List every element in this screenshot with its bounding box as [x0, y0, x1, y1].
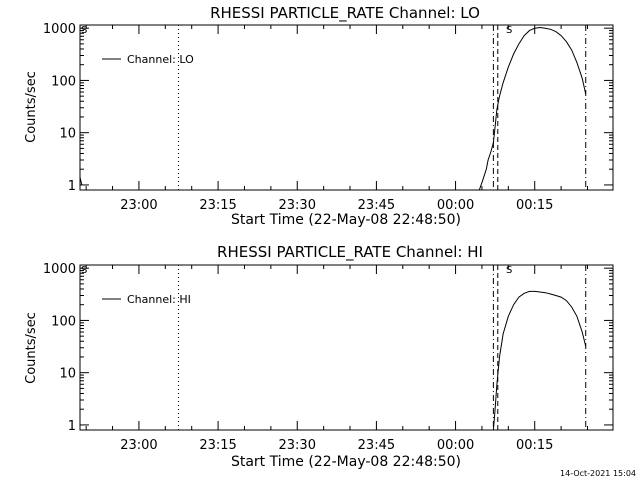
lo-x-tick-label: 23:45 — [358, 198, 395, 213]
hi-legend-label: Channel: HI — [127, 293, 191, 306]
hi-series-line — [492, 290, 587, 431]
hi-x-tick-label: 23:45 — [358, 438, 395, 453]
hi-y-tick-label: 1000 — [43, 262, 76, 277]
hi-panel: RHESSI PARTICLE_RATE Channel: HI Counts/… — [24, 243, 614, 470]
hi-y-tick-label: 100 — [51, 314, 76, 329]
hi-x-label: Start Time (22-May-08 22:48:50) — [231, 454, 461, 470]
hi-x-tick-label: 23:15 — [199, 438, 236, 453]
lo-x-label: Start Time (22-May-08 22:48:50) — [231, 212, 461, 228]
lo-x-tick-label: 23:00 — [120, 198, 157, 213]
hi-x-tick-label: 23:00 — [120, 438, 157, 453]
hi-title: RHESSI PARTICLE_RATE Channel: HI — [217, 243, 483, 262]
lo-y-tick-label: 1 — [68, 179, 76, 194]
lo-series-line — [478, 26, 587, 191]
lo-x-tick-label: 00:00 — [437, 198, 474, 213]
hi-y-label: Counts/sec — [24, 312, 39, 384]
hi-y-tick-label: 10 — [59, 367, 76, 382]
lo-y-tick-label: 10 — [59, 127, 76, 142]
lo-title: RHESSI PARTICLE_RATE Channel: LO — [210, 4, 480, 23]
lo-legend-label: Channel: LO — [127, 53, 194, 66]
hi-y-tick-label: 1 — [68, 419, 76, 434]
lo-x-tick-label: 23:30 — [279, 198, 316, 213]
hi-flare-symbol: S — [506, 265, 512, 276]
footer-timestamp: 14-Oct-2021 15:04 — [560, 469, 636, 478]
hi-corner-symbol: S — [81, 265, 87, 276]
lo-x-tick-label: 00:15 — [516, 198, 553, 213]
lo-corner-symbol: S — [81, 25, 87, 36]
hi-plot-frame — [79, 264, 614, 431]
lo-x-tick-label: 23:15 — [199, 198, 236, 213]
lo-panel: RHESSI PARTICLE_RATE Channel: LO Counts/… — [24, 4, 614, 228]
hi-x-tick-label: 00:15 — [516, 438, 553, 453]
lo-y-tick-label: 1000 — [43, 22, 76, 37]
hi-x-tick-label: 23:30 — [279, 438, 316, 453]
lo-plot-frame — [79, 24, 614, 191]
lo-flare-symbol: S — [506, 25, 512, 36]
lo-y-tick-label: 100 — [51, 74, 76, 89]
lo-y-label: Counts/sec — [24, 71, 39, 143]
lo-series-line — [79, 177, 83, 186]
hi-x-tick-label: 00:00 — [437, 438, 474, 453]
